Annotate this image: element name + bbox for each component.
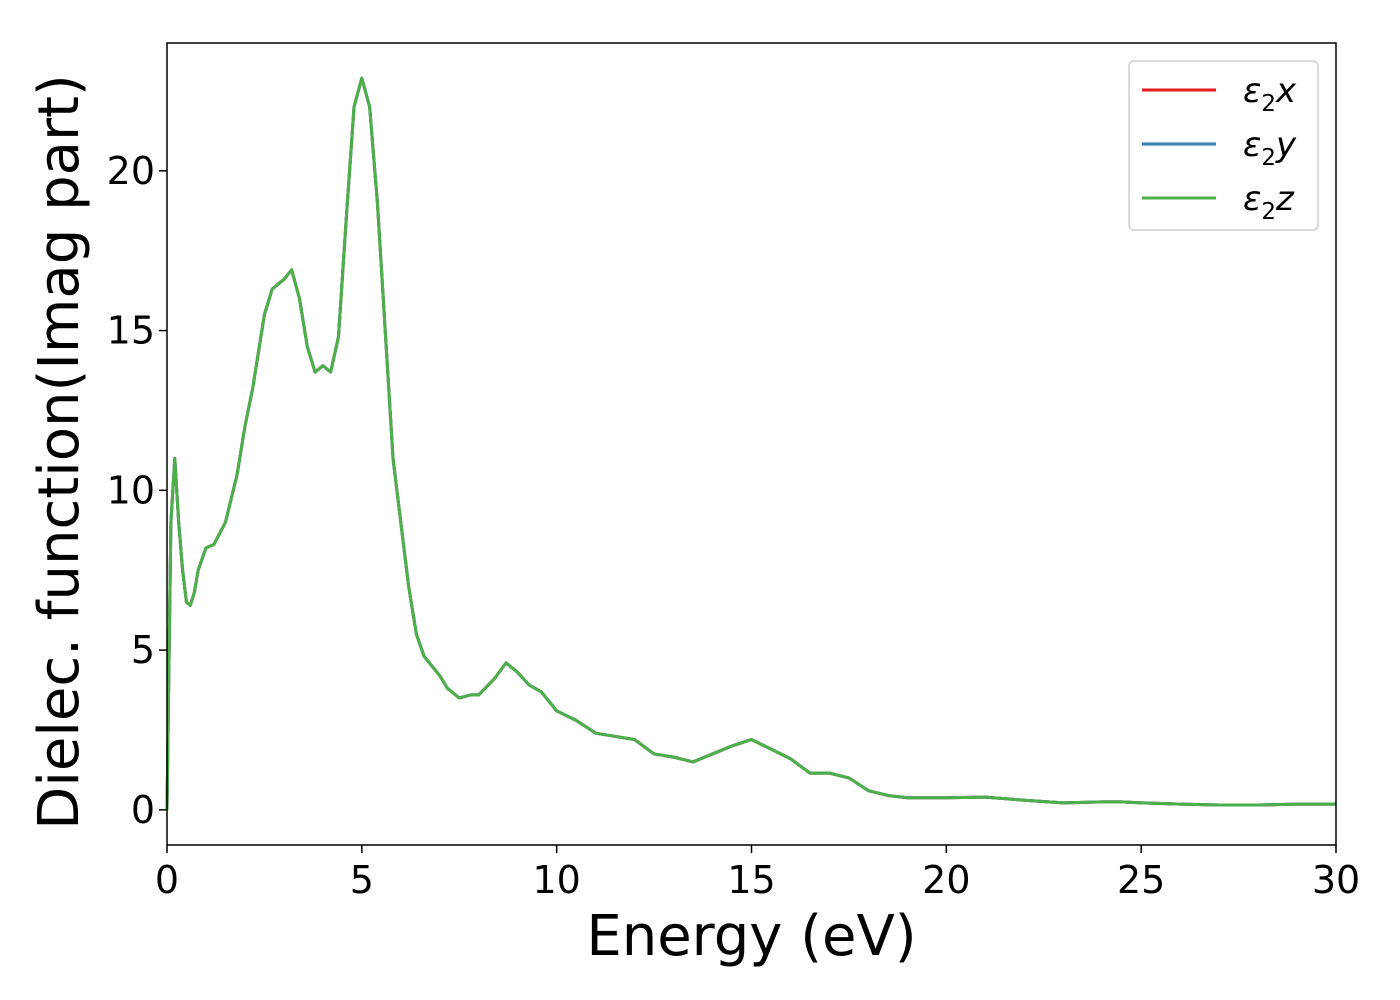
legend-label-base: ε bbox=[1243, 71, 1261, 111]
y-tick-label: 0 bbox=[131, 788, 155, 832]
x-tick-label: 5 bbox=[350, 858, 374, 902]
y-tick-label: 20 bbox=[107, 149, 155, 193]
legend-label-subscript: 2 bbox=[1261, 199, 1276, 225]
legend-label-base: ε bbox=[1243, 125, 1261, 165]
series-line-z bbox=[165, 76, 1336, 810]
legend-label-base: ε bbox=[1243, 179, 1261, 219]
legend-label-subscript: 2 bbox=[1261, 145, 1276, 171]
y-axis: 0 5 10 15 20 bbox=[107, 149, 167, 832]
legend-label-axis: z bbox=[1275, 179, 1295, 219]
legend-label-subscript: 2 bbox=[1261, 91, 1276, 117]
y-tick-label: 10 bbox=[107, 468, 155, 512]
legend-label-z: ε2z bbox=[1243, 179, 1295, 225]
x-axis-label: Energy (eV) bbox=[586, 904, 916, 969]
legend-label-axis: x bbox=[1275, 71, 1297, 111]
x-tick-label: 20 bbox=[922, 858, 970, 902]
x-tick-label: 15 bbox=[727, 858, 775, 902]
x-tick-label: 0 bbox=[155, 858, 179, 902]
legend-label-y: ε2y bbox=[1243, 125, 1297, 171]
x-tick-label: 10 bbox=[532, 858, 580, 902]
x-axis: 0 5 10 15 20 25 30 bbox=[155, 845, 1360, 902]
legend-label-x: ε2x bbox=[1243, 71, 1297, 117]
x-tick-label: 25 bbox=[1117, 858, 1165, 902]
x-tick-label: 30 bbox=[1312, 858, 1360, 902]
y-axis-label: Dielec. function(Imag part) bbox=[27, 74, 92, 830]
series-layer bbox=[165, 76, 1336, 810]
y-tick-label: 5 bbox=[131, 628, 155, 672]
y-tick-label: 15 bbox=[107, 309, 155, 353]
legend-box bbox=[1128, 60, 1319, 231]
legend-label-axis: y bbox=[1275, 125, 1297, 165]
